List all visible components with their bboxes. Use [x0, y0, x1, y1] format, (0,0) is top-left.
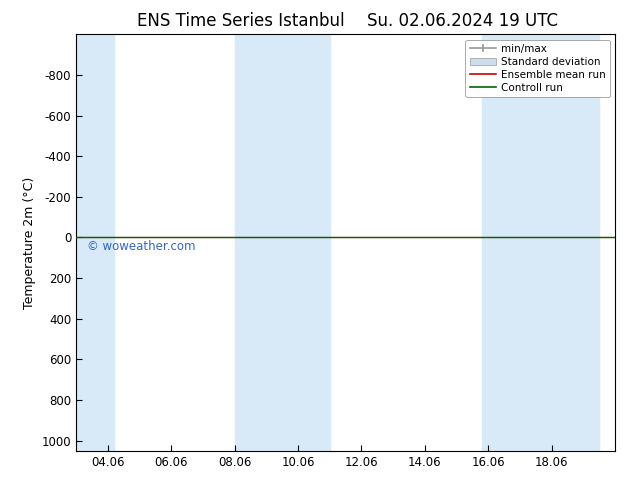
- Bar: [482, 34, 514, 451]
- Bar: [76, 34, 114, 451]
- Legend: min/max, Standard deviation, Ensemble mean run, Controll run: min/max, Standard deviation, Ensemble me…: [465, 40, 610, 97]
- Text: © woweather.com: © woweather.com: [87, 241, 195, 253]
- Bar: [282, 34, 330, 451]
- Bar: [514, 34, 599, 451]
- Text: Su. 02.06.2024 19 UTC: Su. 02.06.2024 19 UTC: [367, 12, 559, 30]
- Bar: [235, 34, 282, 451]
- Text: ENS Time Series Istanbul: ENS Time Series Istanbul: [137, 12, 345, 30]
- Y-axis label: Temperature 2m (°C): Temperature 2m (°C): [23, 176, 36, 309]
